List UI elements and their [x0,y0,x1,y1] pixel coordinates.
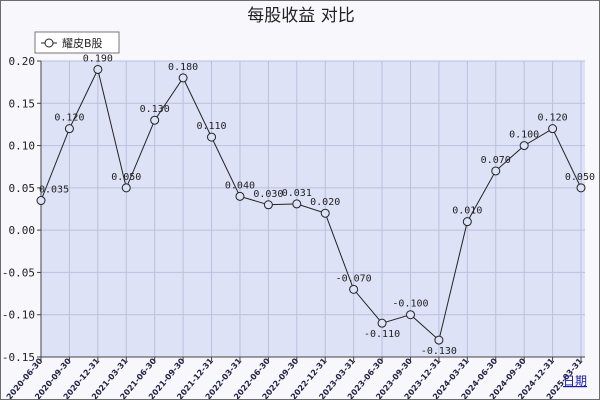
data-point [263,200,273,210]
data-label: 0.040 [225,180,255,191]
data-label: 0.190 [83,53,113,64]
data-label: 0.031 [282,188,312,199]
data-point [93,64,103,74]
data-point [235,191,245,201]
y-tick-label: 0.05 [9,182,36,195]
series-line-group [36,64,586,345]
data-label: -0.110 [364,329,400,340]
legend-box [34,31,120,54]
data-label: 0.035 [39,185,69,196]
data-point [292,199,302,209]
data-point [377,318,387,328]
chart-title: 每股收益 对比 [247,6,354,26]
legend-marker-swatch [44,38,54,48]
x-axis-ticks: 2020-06-302020-09-302020-12-312021-03-31… [5,356,585,399]
data-point [491,166,501,176]
y-tick-label: -0.15 [2,351,35,364]
data-label: 0.020 [310,197,340,208]
data-label: 0.180 [168,62,198,73]
y-tick-label: 0.10 [9,140,36,153]
y-axis-ticks: -0.15 -0.10 -0.05 0.00 0.05 0.10 0.15 0.20 [2,55,41,364]
data-label: -0.130 [421,346,457,357]
data-label: 0.050 [111,172,141,183]
data-point [121,183,131,193]
data-point [405,310,415,320]
data-point [150,115,160,125]
data-label: 0.110 [196,121,226,132]
data-label: 0.030 [253,189,283,200]
series-line [40,68,582,342]
data-point [207,132,217,142]
data-point [434,335,444,345]
data-point [36,196,46,206]
data-label: -0.100 [392,299,428,310]
y-tick-label: -0.10 [2,309,35,322]
legend: 耀皮B股 [34,31,120,54]
data-label: -0.070 [336,273,372,284]
y-tick-label: 0.15 [9,97,36,110]
y-tick-label: 0.00 [9,224,36,237]
y-tick-label: 0.20 [9,55,36,68]
legend-label: 耀皮B股 [62,37,103,50]
data-point [548,124,558,134]
data-point [64,124,74,134]
data-label: 0.010 [452,206,482,217]
data-point [349,284,359,294]
data-label: 0.130 [140,104,170,115]
data-label: 0.050 [565,172,595,183]
date-axis-link[interactable]: 日期 [563,374,587,388]
data-label: 0.100 [509,130,539,141]
data-label-group: 0.035 0.120 0.190 0.050 0.130 0.180 0.110 0.040… [39,53,595,357]
data-label: 0.120 [54,113,84,124]
data-point [462,217,472,227]
data-label: 0.120 [538,113,568,124]
data-point [519,141,529,151]
data-point [576,183,586,193]
y-tick-label: -0.05 [2,266,35,279]
data-point [320,208,330,218]
data-point [178,73,188,83]
data-label: 0.070 [481,155,511,166]
